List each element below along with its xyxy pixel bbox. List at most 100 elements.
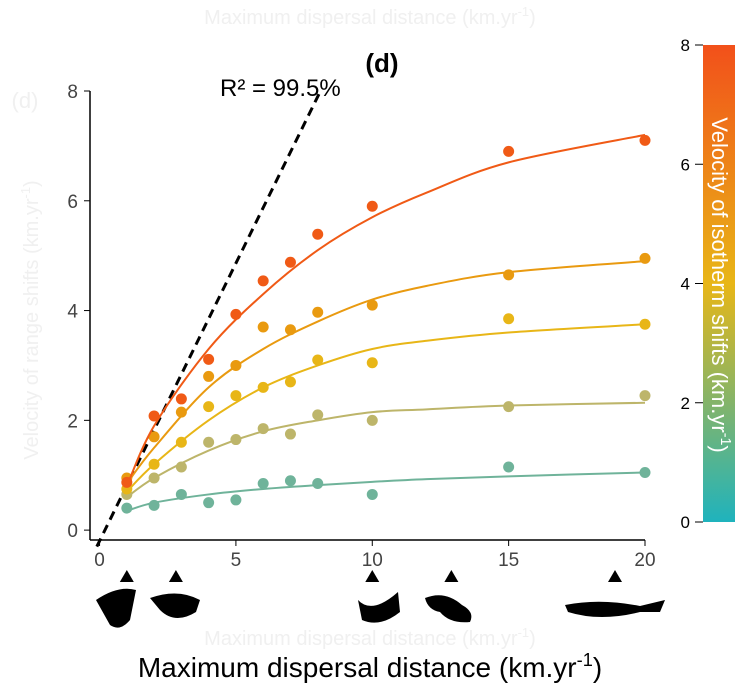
point [503, 313, 515, 325]
point [503, 269, 515, 281]
label-end: ) [593, 652, 602, 683]
point [366, 357, 378, 369]
x-tick-label: 0 [94, 550, 105, 571]
point [203, 353, 215, 365]
point [257, 381, 269, 393]
label-text: Maximum dispersal distance (km.yr [138, 652, 577, 683]
fit-line [126, 260, 646, 485]
point [312, 477, 324, 489]
x-tick-label: 20 [634, 550, 655, 571]
point [503, 461, 515, 473]
point [175, 393, 187, 405]
point [312, 354, 324, 366]
fit-line [126, 471, 646, 512]
species-marker [365, 570, 380, 582]
point [230, 494, 242, 506]
colorbar-tick-label: 0 [681, 513, 690, 532]
label: Maximum dispersal distance (km.yr-1) [204, 625, 536, 650]
reference-line [95, 90, 322, 548]
fit-line [125, 133, 646, 487]
y-tick-label: 0 [67, 521, 78, 542]
annotation: R² = 99.5% [220, 75, 341, 102]
point [203, 370, 215, 382]
point [366, 200, 378, 212]
point [366, 488, 378, 500]
fit-line [126, 401, 646, 499]
species-marker [444, 570, 459, 582]
label-end: ) [707, 445, 732, 452]
point [284, 376, 296, 388]
label-text: Maximum dispersal distance (km.yr [204, 628, 518, 650]
point [284, 324, 296, 336]
species-marker [608, 570, 622, 582]
point [639, 466, 651, 478]
label-text: Maximum dispersal distance (km.yr [204, 7, 518, 29]
point [203, 401, 215, 413]
label-end: ) [21, 180, 43, 187]
point [121, 476, 133, 488]
label-end: ) [529, 7, 536, 29]
colorbar-tick-label: 2 [681, 394, 690, 413]
label: Maximum dispersal distance (km.yr-1) [138, 650, 602, 683]
colorbar-tick-label: 4 [681, 275, 690, 294]
point [639, 390, 651, 402]
label-sup: -1 [577, 650, 593, 670]
point [203, 436, 215, 448]
point [639, 318, 651, 330]
species-marker [168, 570, 183, 582]
label-sup: -1 [518, 4, 530, 19]
y-tick-label: 4 [67, 302, 78, 323]
label-end: ) [529, 628, 536, 650]
point [148, 458, 160, 470]
x-tick-label: 5 [231, 550, 242, 571]
point [175, 406, 187, 418]
ghost-panel: (d) [12, 88, 39, 113]
point [148, 499, 160, 511]
point [257, 477, 269, 489]
panel-title: (d) [365, 48, 398, 78]
point [121, 502, 133, 514]
point [639, 134, 651, 146]
point [284, 256, 296, 268]
point [284, 475, 296, 487]
label-sup: -1 [18, 187, 33, 199]
point [257, 423, 269, 435]
label-sup: -1 [717, 433, 733, 446]
species-marker [119, 570, 134, 582]
point [148, 472, 160, 484]
point [175, 436, 187, 448]
point [203, 497, 215, 509]
point [366, 299, 378, 311]
x-tick-label: 15 [498, 550, 519, 571]
point [503, 145, 515, 157]
colorbar [703, 45, 735, 522]
point [312, 306, 324, 318]
animal-icons [96, 588, 665, 640]
point [148, 431, 160, 443]
colorbar-tick-label: 8 [681, 36, 690, 55]
y-tick-label: 2 [67, 411, 78, 432]
y-tick-label: 6 [67, 192, 78, 213]
point [230, 359, 242, 371]
label: Velocity of range shifts (km.yr-1) [18, 180, 43, 459]
point [366, 414, 378, 426]
point [284, 428, 296, 440]
point [230, 434, 242, 446]
point [503, 401, 515, 413]
x-tick-label: 10 [362, 550, 383, 571]
point [312, 409, 324, 421]
point [257, 321, 269, 333]
y-tick-label: 8 [67, 82, 78, 103]
label-text: Velocity of isotherm shifts (km.yr [707, 117, 732, 432]
label-text: Velocity of range shifts (km.yr [21, 198, 43, 460]
colorbar-tick-label: 6 [681, 155, 690, 174]
point [230, 390, 242, 402]
label-sup: -1 [518, 625, 530, 640]
point [639, 252, 651, 264]
point [175, 461, 187, 473]
point [312, 228, 324, 240]
fit-line [126, 323, 646, 493]
point [148, 410, 160, 422]
